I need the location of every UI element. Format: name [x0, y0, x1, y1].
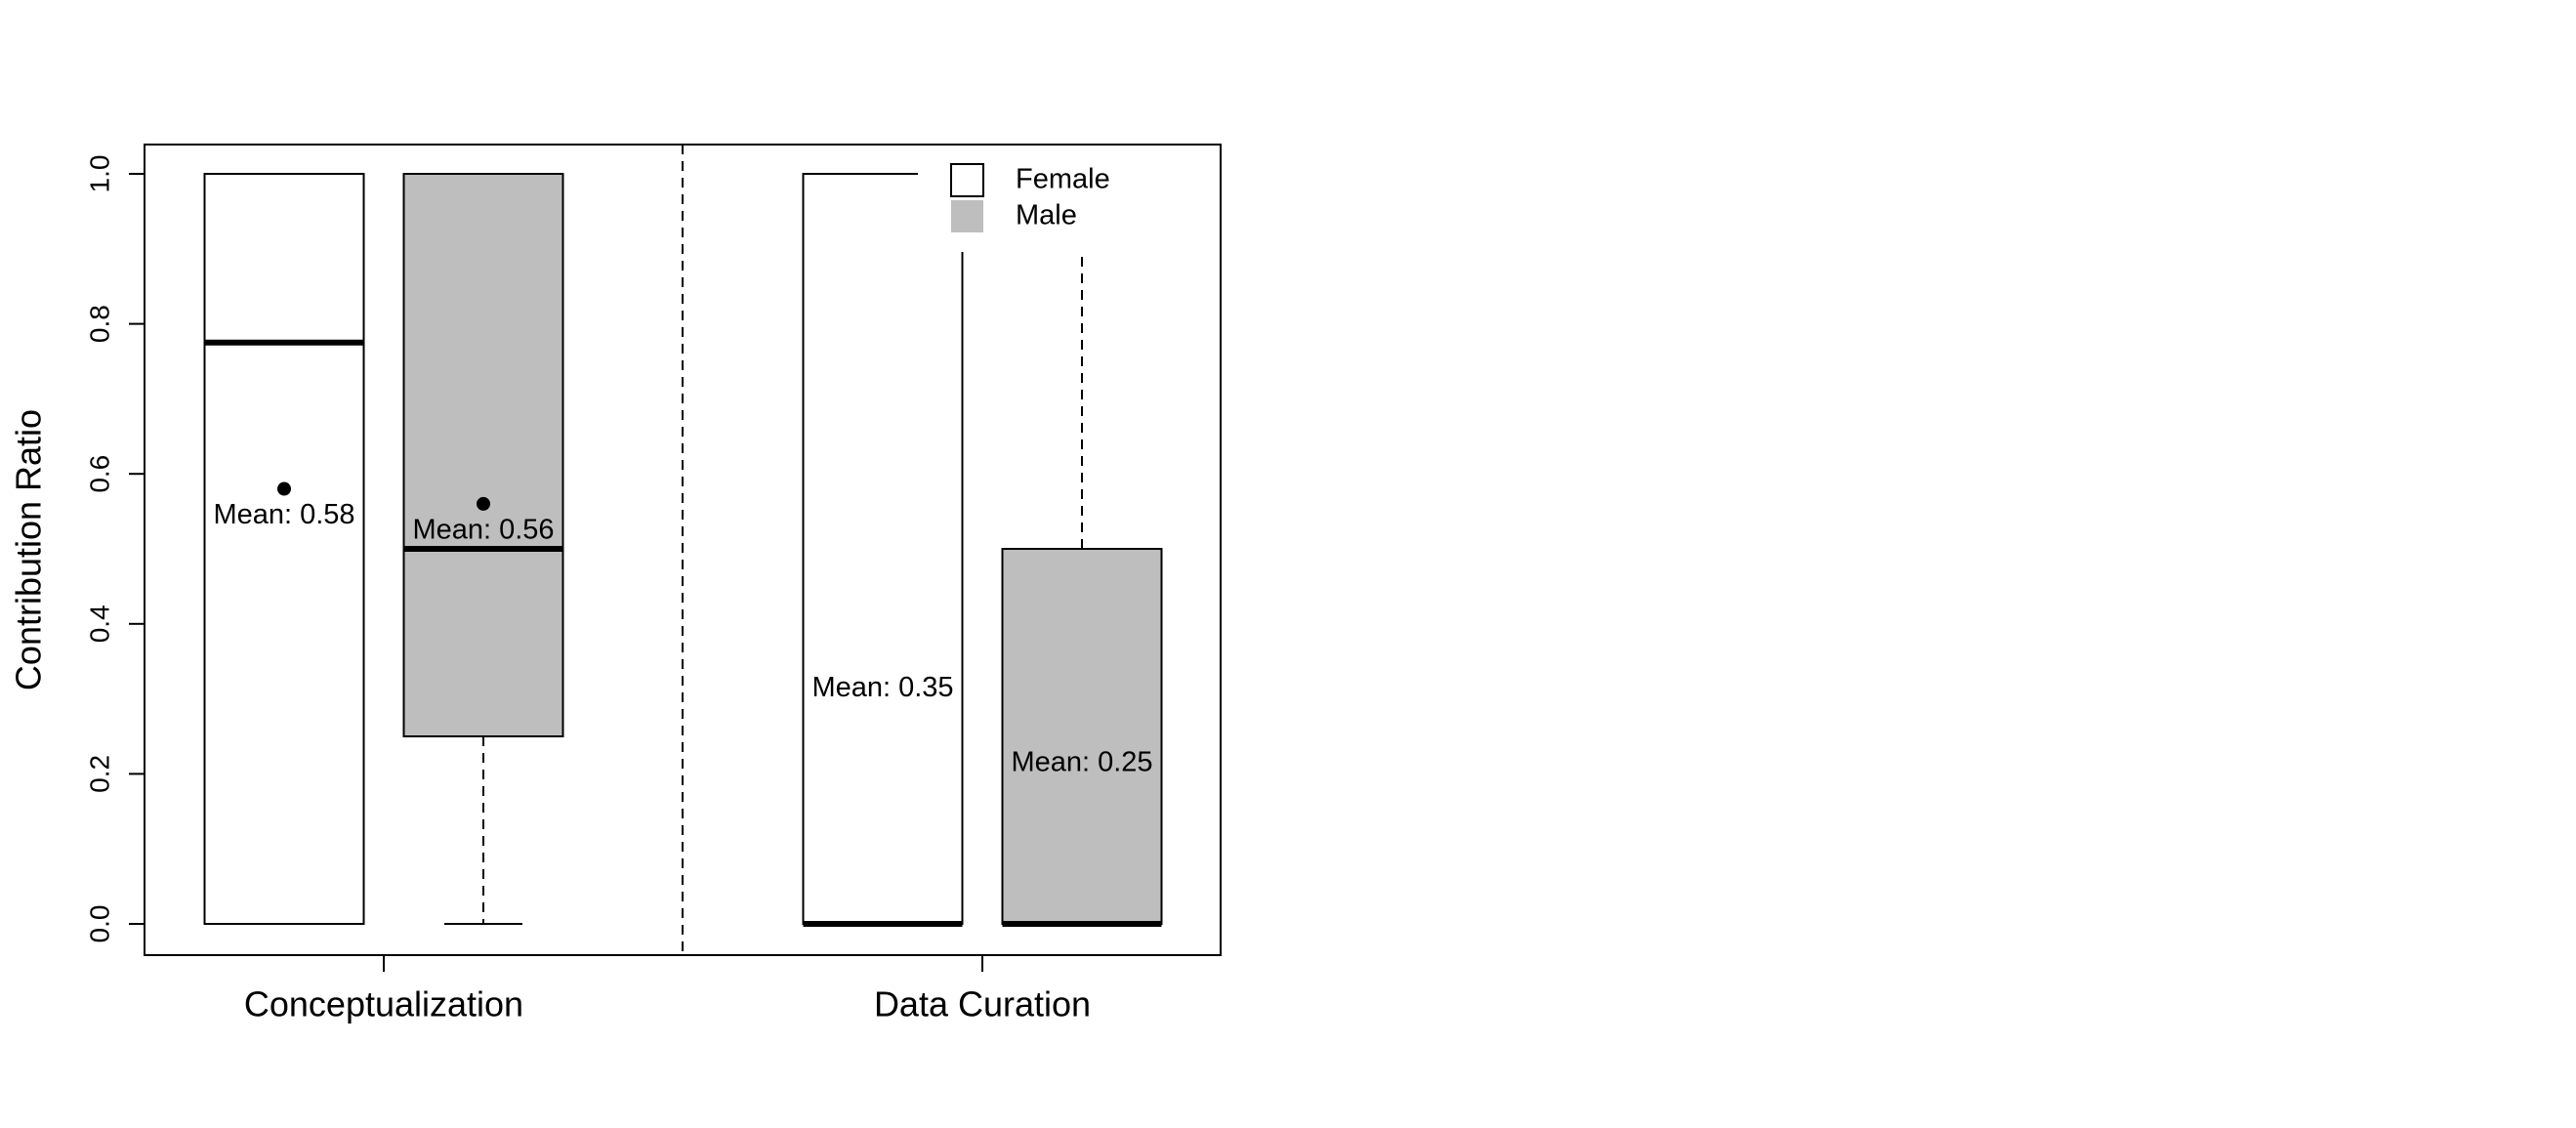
y-tick-label: 0.4	[84, 605, 114, 643]
mean-point	[477, 496, 490, 511]
y-axis-label: Contribution Ratio	[9, 409, 49, 690]
box-body	[1001, 548, 1163, 925]
x-category-label: Conceptualization	[244, 984, 523, 1024]
box-body	[802, 173, 964, 925]
x-category-label: Data Curation	[874, 984, 1091, 1024]
y-tick-label: 1.0	[84, 155, 114, 193]
mean-point	[277, 481, 291, 496]
box-body	[203, 173, 365, 925]
y-tick-label: 0.8	[84, 305, 114, 343]
y-tick-label: 0.6	[84, 455, 114, 493]
mean-label: Mean: 0.35	[811, 672, 953, 703]
legend-label: Female	[1016, 164, 1110, 195]
mean-label: Mean: 0.56	[412, 515, 554, 546]
legend-swatch	[951, 200, 983, 232]
mean-label: Mean: 0.25	[1011, 747, 1152, 778]
legend-swatch	[950, 163, 984, 197]
y-tick-label: 0.0	[84, 905, 114, 943]
legend-label: Male	[1016, 200, 1077, 231]
box-body	[402, 173, 564, 737]
y-tick-label: 0.2	[84, 755, 114, 793]
mean-label: Mean: 0.58	[213, 499, 354, 530]
